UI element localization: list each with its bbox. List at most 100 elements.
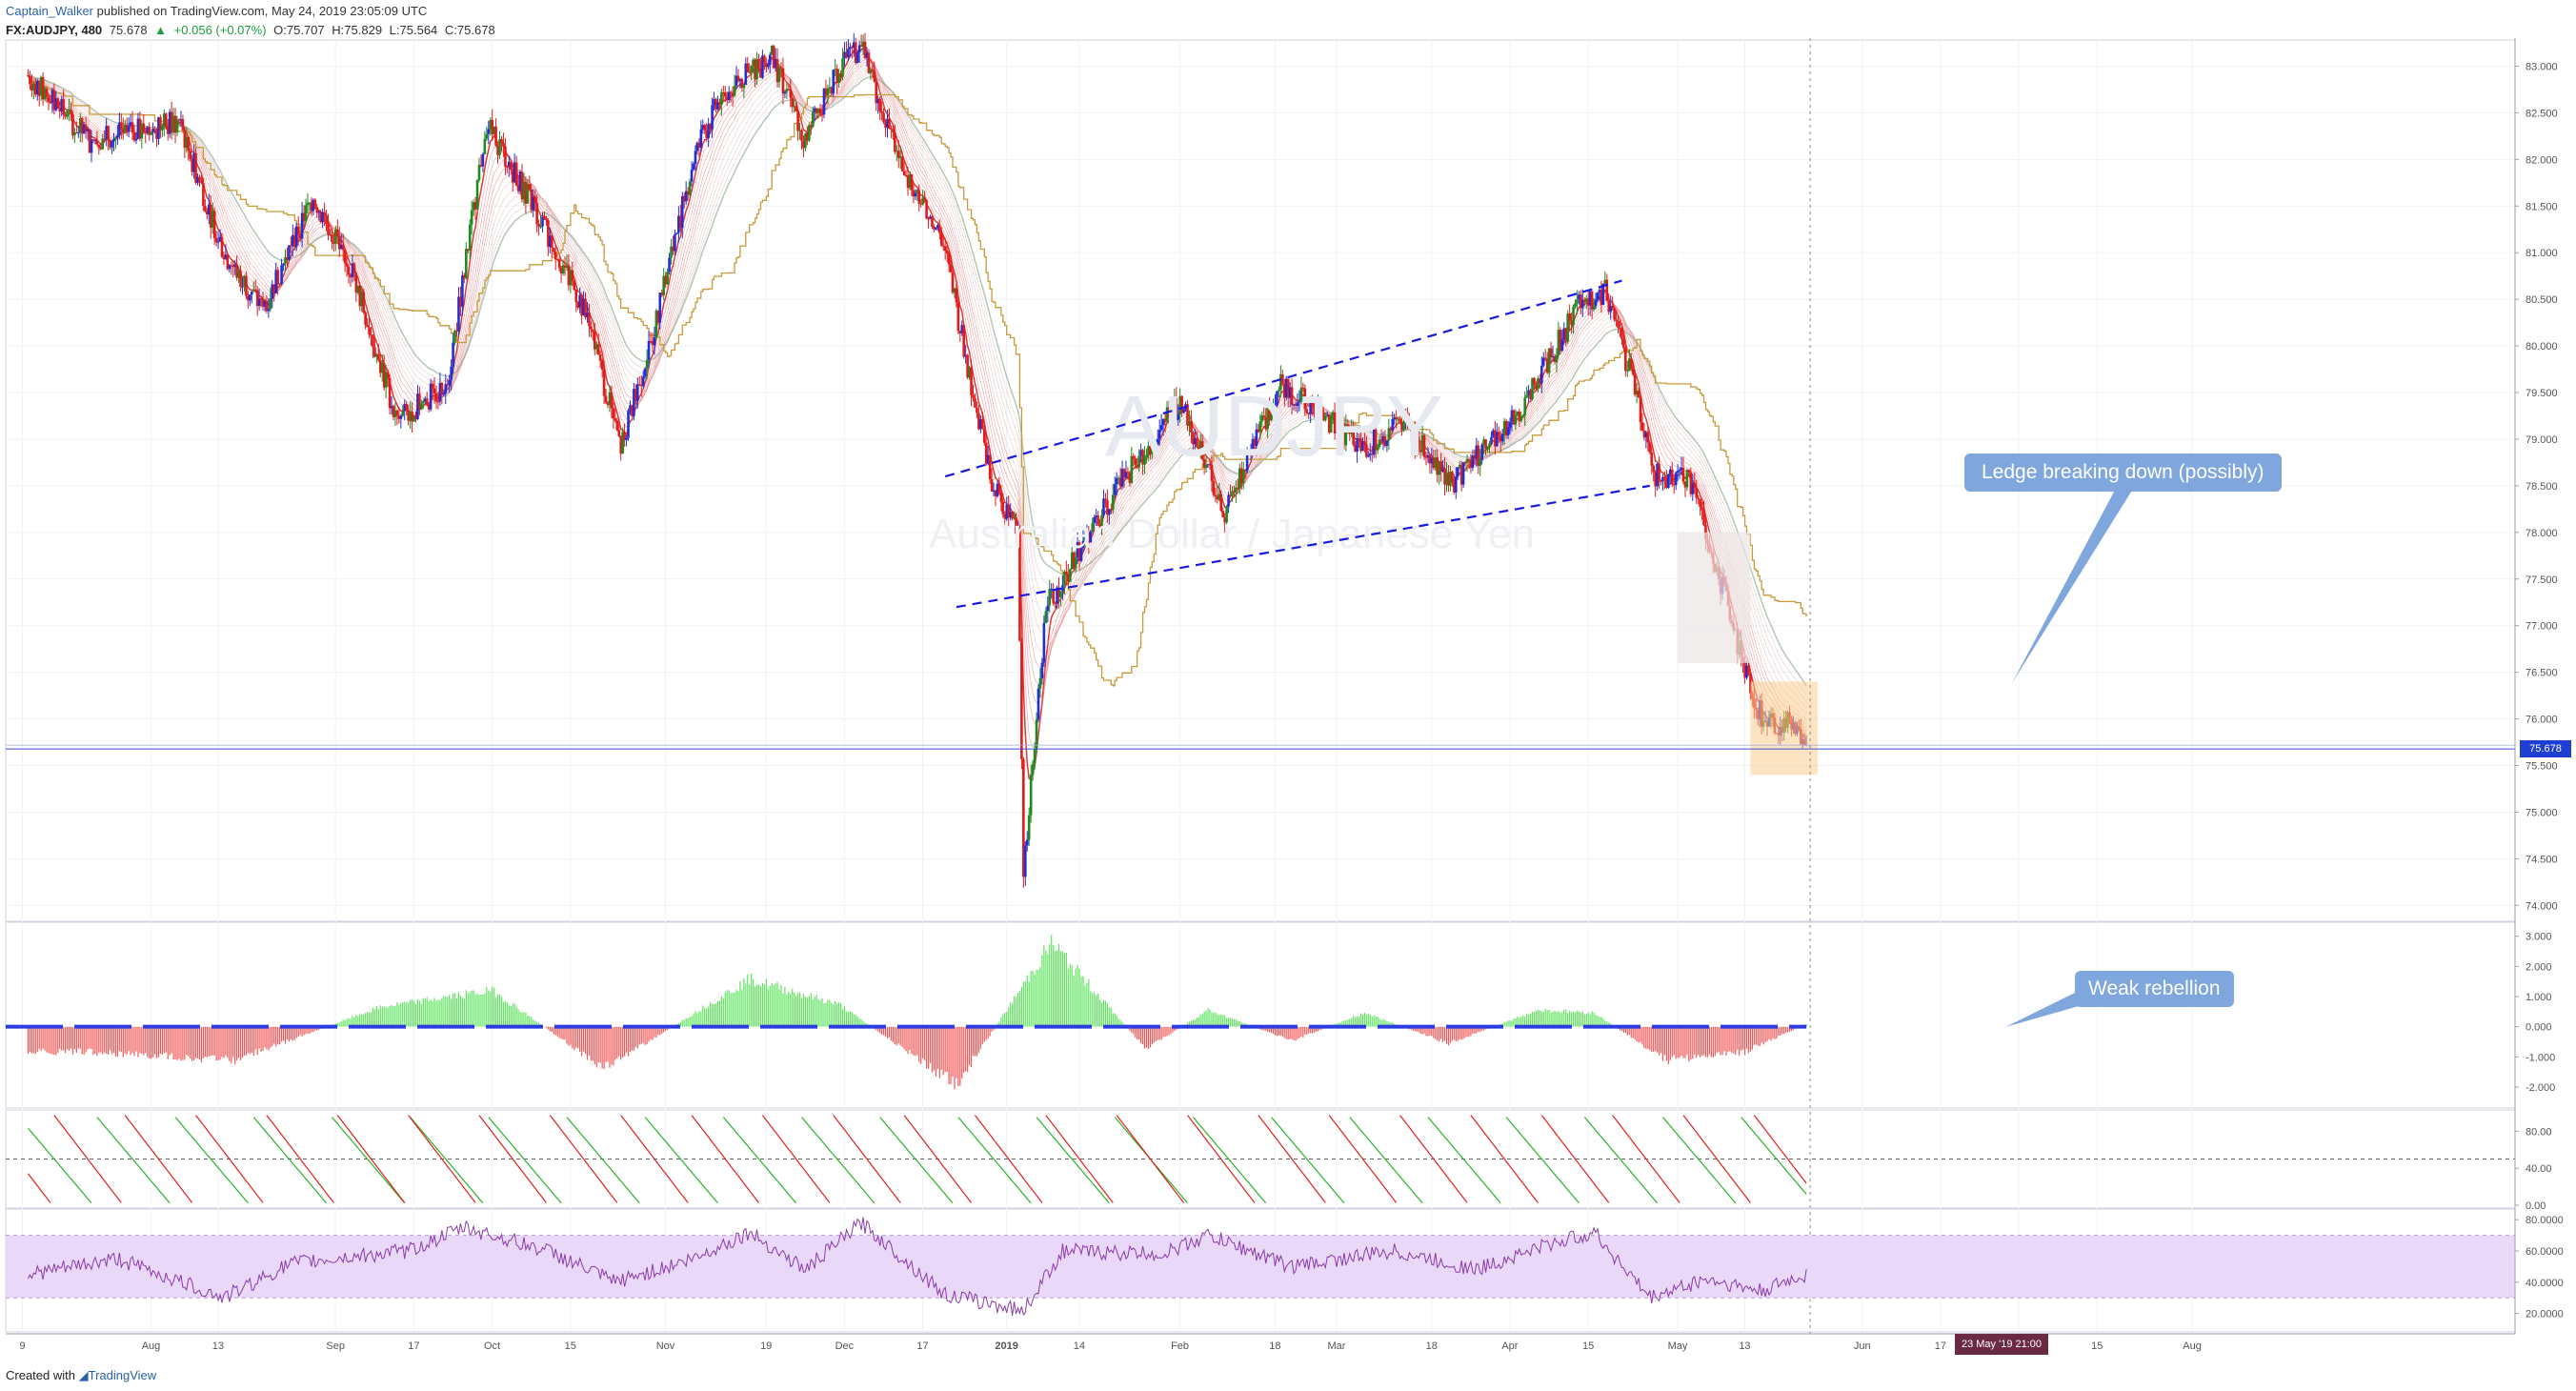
- chart-header: Captain_Walker published on TradingView.…: [6, 2, 499, 40]
- candle-body: [590, 326, 593, 330]
- candle-body: [1115, 477, 1118, 485]
- candle-body: [1365, 444, 1368, 457]
- candle-body: [312, 199, 315, 212]
- candle-body: [269, 298, 272, 310]
- candle-body: [931, 216, 934, 227]
- candle-body: [761, 55, 764, 78]
- candle-body: [1376, 446, 1379, 451]
- candle-body: [1136, 464, 1138, 468]
- candle-body: [442, 393, 446, 395]
- author-link[interactable]: Captain_Walker: [6, 4, 94, 18]
- candle-body: [49, 101, 52, 104]
- candle-body: [1118, 477, 1122, 487]
- candle-body: [352, 263, 356, 273]
- tradingview-brand[interactable]: TradingView: [88, 1368, 157, 1382]
- candle-body: [1025, 839, 1029, 846]
- candle-body: [880, 111, 883, 113]
- candle-body: [1633, 374, 1637, 395]
- candle-body: [996, 483, 999, 496]
- candle-body: [245, 275, 248, 296]
- oscillator-pane: [6, 935, 1807, 1090]
- crosshair-date-badge: 23 May '19 21:00: [1955, 1334, 2048, 1355]
- price-tick-label: 77.000: [2526, 621, 2558, 633]
- candle-body: [1290, 387, 1294, 405]
- candle-body: [1430, 457, 1434, 464]
- candle-body: [276, 270, 279, 284]
- candle-body: [1361, 441, 1364, 452]
- candle-body: [464, 249, 468, 279]
- candle-body: [239, 271, 242, 288]
- candle-body: [388, 377, 392, 409]
- candle-body: [524, 182, 528, 204]
- candle-body: [1576, 299, 1579, 304]
- candle-body: [828, 87, 832, 89]
- candle-body: [230, 265, 233, 267]
- candle-body: [1126, 472, 1130, 474]
- ema-ribbon-line: [28, 52, 1807, 735]
- candle-body: [1479, 459, 1482, 466]
- candle-body: [675, 232, 678, 234]
- candle-body: [489, 119, 493, 130]
- candle-body: [1255, 429, 1258, 447]
- candle-body: [1301, 387, 1305, 389]
- candle-body: [325, 215, 328, 225]
- candle-body: [1294, 404, 1298, 407]
- candle-body: [1163, 418, 1167, 422]
- candle-body: [351, 263, 354, 278]
- candle-body: [574, 290, 578, 303]
- candle-body: [639, 385, 643, 387]
- candle-body: [483, 138, 487, 154]
- candle-body: [1578, 294, 1580, 300]
- candle-body: [35, 80, 39, 95]
- candle-body: [1432, 457, 1436, 469]
- candle-body: [722, 91, 725, 93]
- candle-body: [1235, 487, 1238, 493]
- candle-body: [504, 146, 507, 167]
- candle-body: [66, 111, 69, 117]
- candle-body: [1438, 461, 1440, 475]
- candle-body: [785, 89, 789, 92]
- candle-body: [1344, 424, 1348, 446]
- candle-body: [679, 215, 682, 229]
- candle-body: [461, 274, 464, 307]
- candle-body: [1054, 603, 1057, 605]
- candle-body: [200, 180, 203, 184]
- candle-body: [75, 131, 78, 133]
- candle-body: [532, 196, 535, 211]
- candle-body: [839, 73, 842, 77]
- candle-body: [1274, 405, 1277, 409]
- candle-body: [1159, 425, 1163, 431]
- candle-body: [1518, 412, 1521, 422]
- candle-body: [125, 124, 129, 132]
- candle-body: [873, 71, 876, 82]
- candle-body: [1303, 388, 1307, 410]
- candle-body: [261, 298, 265, 307]
- candle-body: [576, 302, 579, 308]
- watermark-symbol: AUDJPY: [1105, 379, 1443, 474]
- candle-body: [539, 226, 542, 228]
- candle-body: [783, 91, 787, 94]
- candle-body: [247, 295, 250, 301]
- candle-body: [1063, 571, 1066, 586]
- candle-body: [403, 403, 407, 412]
- candle-body: [185, 137, 189, 149]
- candle-body: [875, 81, 878, 104]
- candle-body: [93, 139, 97, 141]
- candle-body: [399, 415, 403, 419]
- candle-body: [1098, 524, 1101, 527]
- candle-body: [1346, 424, 1350, 429]
- candle-body: [95, 139, 99, 145]
- candle-body: [1665, 478, 1668, 489]
- candle-body: [902, 171, 906, 175]
- tradingview-logo-icon[interactable]: ◢: [78, 1368, 89, 1382]
- time-tick-label: May: [1668, 1341, 1688, 1352]
- candle-body: [1504, 421, 1508, 436]
- candle-body: [1463, 462, 1467, 464]
- candle-body: [526, 184, 530, 204]
- candle-body: [502, 142, 505, 147]
- candle-body: [1454, 476, 1458, 493]
- time-tick-label: 15: [2091, 1341, 2103, 1352]
- candle-body: [688, 181, 692, 195]
- candle-body: [253, 290, 257, 292]
- candle-body: [522, 182, 526, 200]
